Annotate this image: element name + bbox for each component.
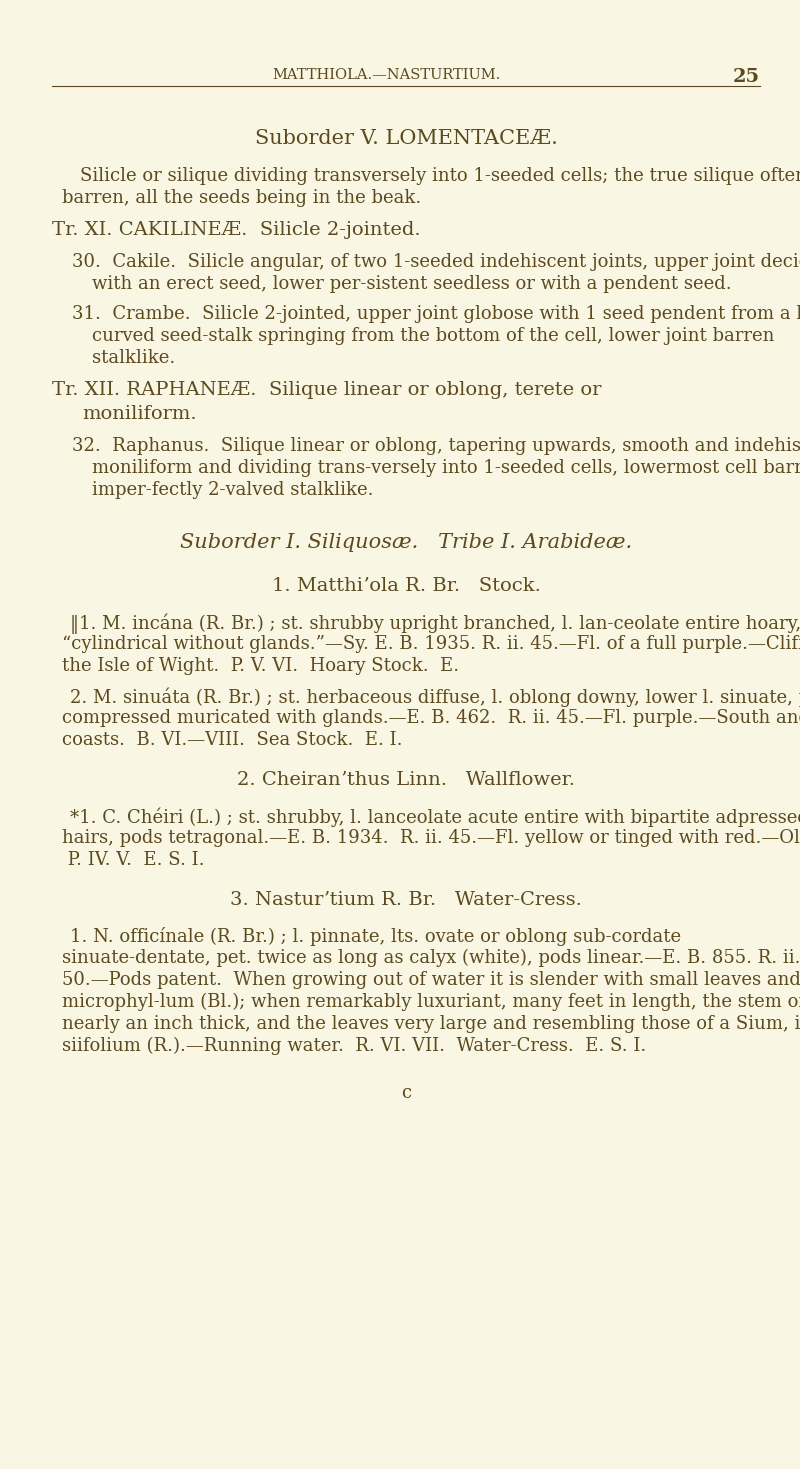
Text: curved seed-stalk springing from the bottom of the cell, lower joint barren: curved seed-stalk springing from the bot… xyxy=(92,328,774,345)
Text: stalklike.: stalklike. xyxy=(92,350,175,367)
Text: Tr. XII. RAPHANEÆ.  Silique linear or oblong, terete or: Tr. XII. RAPHANEÆ. Silique linear or obl… xyxy=(52,380,602,400)
Text: “cylindrical without glands.”—Sy. E. B. 1935. R. ii. 45.—Fl. of a full purple.—C: “cylindrical without glands.”—Sy. E. B. … xyxy=(62,635,800,654)
Text: microphyl-lum (Bl.); when remarkably luxuriant, many feet in length, the stem of: microphyl-lum (Bl.); when remarkably lux… xyxy=(62,993,800,1011)
Text: MATTHIOLA.—NASTURTIUM.: MATTHIOLA.—NASTURTIUM. xyxy=(272,68,500,82)
Text: compressed muricated with glands.—E. B. 462.  R. ii. 45.—Fl. purple.—South and S: compressed muricated with glands.—E. B. … xyxy=(62,710,800,727)
Text: ‖1. M. incána (R. Br.) ; st. shrubby upright branched, l. lan-ceolate entire hoa: ‖1. M. incána (R. Br.) ; st. shrubby upr… xyxy=(70,613,800,633)
Text: c: c xyxy=(401,1084,411,1102)
Text: moniliform.: moniliform. xyxy=(82,405,197,423)
Text: 32.  Raphanus.  Silique linear or oblong, tapering upwards, smooth and indehisce: 32. Raphanus. Silique linear or oblong, … xyxy=(72,436,800,455)
Text: Tr. XI. CAKILINEÆ.  Silicle 2-jointed.: Tr. XI. CAKILINEÆ. Silicle 2-jointed. xyxy=(52,220,421,239)
Text: sinuate-dentate, pet. twice as long as calyx (white), pods linear.—E. B. 855. R.: sinuate-dentate, pet. twice as long as c… xyxy=(62,949,800,967)
Text: 25: 25 xyxy=(733,68,760,87)
Text: coasts.  B. VI.—VIII.  Sea Stock.  E. I.: coasts. B. VI.—VIII. Sea Stock. E. I. xyxy=(62,732,402,749)
Text: Suborder V. LOMENTACEÆ.: Suborder V. LOMENTACEÆ. xyxy=(254,129,558,148)
Text: P. IV. V.  E. S. I.: P. IV. V. E. S. I. xyxy=(62,851,205,870)
Text: 1. Matthiʼola R. Br.   Stock.: 1. Matthiʼola R. Br. Stock. xyxy=(271,577,541,595)
Text: Silicle or silique dividing transversely into 1-seeded cells; the true silique o: Silicle or silique dividing transversely… xyxy=(80,167,800,185)
Text: 31.  Crambe.  Silicle 2-jointed, upper joint globose with 1 seed pendent from a : 31. Crambe. Silicle 2-jointed, upper joi… xyxy=(72,306,800,323)
Text: 3. Nasturʼtium R. Br.   Water-Cress.: 3. Nasturʼtium R. Br. Water-Cress. xyxy=(230,892,582,909)
Text: nearly an inch thick, and the leaves very large and resembling those of a Sium, : nearly an inch thick, and the leaves ver… xyxy=(62,1015,800,1033)
Text: barren, all the seeds being in the beak.: barren, all the seeds being in the beak. xyxy=(62,190,422,207)
Text: Suborder I. Siliquosæ.   Tribe I. Arabideæ.: Suborder I. Siliquosæ. Tribe I. Arabideæ… xyxy=(180,533,632,552)
Text: with an erect seed, lower per-sistent seedless or with a pendent seed.: with an erect seed, lower per-sistent se… xyxy=(92,275,732,292)
Text: 1. N. officínale (R. Br.) ; l. pinnate, lts. ovate or oblong sub-cordate: 1. N. officínale (R. Br.) ; l. pinnate, … xyxy=(70,927,681,946)
Text: 2. M. sinuáta (R. Br.) ; st. herbaceous diffuse, l. oblong downy, lower l. sinua: 2. M. sinuáta (R. Br.) ; st. herbaceous … xyxy=(70,687,800,707)
Text: 2. Cheiranʼthus Linn.   Wallflower.: 2. Cheiranʼthus Linn. Wallflower. xyxy=(237,771,575,789)
Text: the Isle of Wight.  P. V. VI.  Hoary Stock.  E.: the Isle of Wight. P. V. VI. Hoary Stock… xyxy=(62,657,459,674)
Text: 50.—Pods patent.  When growing out of water it is slender with small leaves and : 50.—Pods patent. When growing out of wat… xyxy=(62,971,800,989)
Text: siifolium (R.).—Running water.  R. VI. VII.  Water-Cress.  E. S. I.: siifolium (R.).—Running water. R. VI. VI… xyxy=(62,1037,646,1055)
Text: *1. C. Chéiri (L.) ; st. shrubby, l. lanceolate acute entire with bipartite adpr: *1. C. Chéiri (L.) ; st. shrubby, l. lan… xyxy=(70,806,800,827)
Text: 30.  Cakile.  Silicle angular, of two 1-seeded indehiscent joints, upper joint d: 30. Cakile. Silicle angular, of two 1-se… xyxy=(72,253,800,270)
Text: hairs, pods tetragonal.—E. B. 1934.  R. ii. 45.—Fl. yellow or tinged with red.—O: hairs, pods tetragonal.—E. B. 1934. R. i… xyxy=(62,829,800,848)
Text: imper-fectly 2-valved stalklike.: imper-fectly 2-valved stalklike. xyxy=(92,480,374,499)
Text: moniliform and dividing trans-versely into 1-seeded cells, lowermost cell barren: moniliform and dividing trans-versely in… xyxy=(92,458,800,477)
